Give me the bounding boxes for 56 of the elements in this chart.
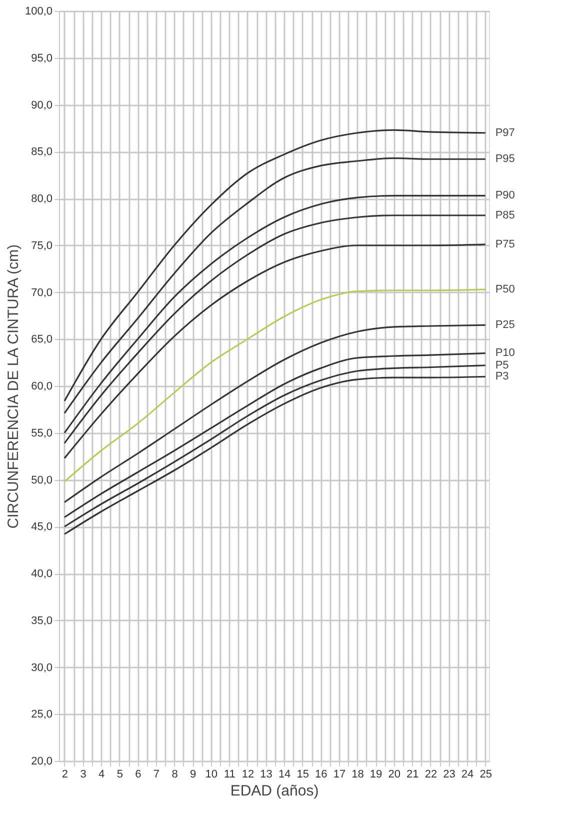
y-tick-label: 45,0: [31, 521, 52, 534]
y-tick-label: 40,0: [31, 568, 52, 580]
series-label: P90: [495, 190, 515, 202]
x-tick-label: 10: [205, 768, 218, 780]
x-tick-label: 11: [224, 768, 236, 780]
series-label: P5: [495, 359, 509, 372]
y-tick-label: 65,0: [31, 334, 52, 346]
y-tick-label: 90,0: [31, 99, 52, 112]
line-series: [64, 324, 486, 504]
x-tick-label: 20: [388, 768, 400, 780]
x-tick-label: 21: [406, 768, 419, 780]
x-tick-label: 3: [80, 768, 86, 780]
y-tick-label: 25,0: [31, 708, 52, 721]
x-tick-label: 6: [135, 768, 142, 780]
x-tick-label: 12: [242, 768, 254, 780]
y-tick-label: 30,0: [31, 662, 52, 674]
y-tick-label: 80,0: [31, 193, 52, 205]
x-tick-label: 13: [260, 768, 272, 780]
x-tick-label: 17: [333, 768, 346, 780]
x-tick-label: 4: [98, 768, 105, 780]
x-tick-label: 5: [116, 768, 123, 780]
y-tick-label: 85,0: [31, 146, 52, 158]
line-series: [64, 288, 486, 482]
series-label: P3: [495, 370, 509, 383]
x-tick-label: 25: [480, 768, 492, 780]
x-tick-label: 2: [62, 768, 68, 780]
y-tick-label: 55,0: [31, 427, 52, 440]
series-label: P50: [495, 283, 515, 296]
x-tick-label: 9: [190, 768, 196, 780]
y-axis-title: CIRCUNFERENCIA DE LA CINTURA (cm): [4, 244, 22, 529]
y-tick-label: 75,0: [31, 240, 52, 252]
series-label: P95: [495, 153, 515, 166]
x-tick-label: 8: [172, 768, 178, 780]
y-tick-label: 60,0: [31, 380, 52, 392]
x-tick-label: 15: [296, 768, 309, 780]
x-tick-label: 18: [352, 768, 364, 780]
x-tick-label: 16: [315, 768, 328, 780]
y-tick-label: 35,0: [31, 614, 52, 627]
x-tick-label: 22: [424, 768, 438, 780]
series-label: P75: [495, 238, 515, 250]
series-label: P25: [495, 319, 515, 332]
x-tick-label: 14: [278, 768, 291, 780]
x-tick-label: 19: [370, 768, 382, 780]
y-tick-label: 95,0: [31, 52, 52, 64]
x-tick-label: 23: [443, 768, 456, 780]
x-axis-title: EDAD (años): [230, 782, 319, 800]
series-label: P10: [495, 347, 515, 360]
series-label: P97: [495, 126, 515, 139]
y-tick-label: 70,0: [31, 286, 52, 299]
y-tick-label: 50,0: [31, 474, 52, 486]
y-tick-label: 100,0: [24, 6, 52, 18]
line-series: [64, 244, 486, 459]
series-label: P85: [495, 209, 515, 222]
y-tick-label: 20,0: [31, 756, 52, 768]
x-tick-label: 7: [153, 768, 160, 780]
x-tick-label: 24: [461, 768, 474, 780]
